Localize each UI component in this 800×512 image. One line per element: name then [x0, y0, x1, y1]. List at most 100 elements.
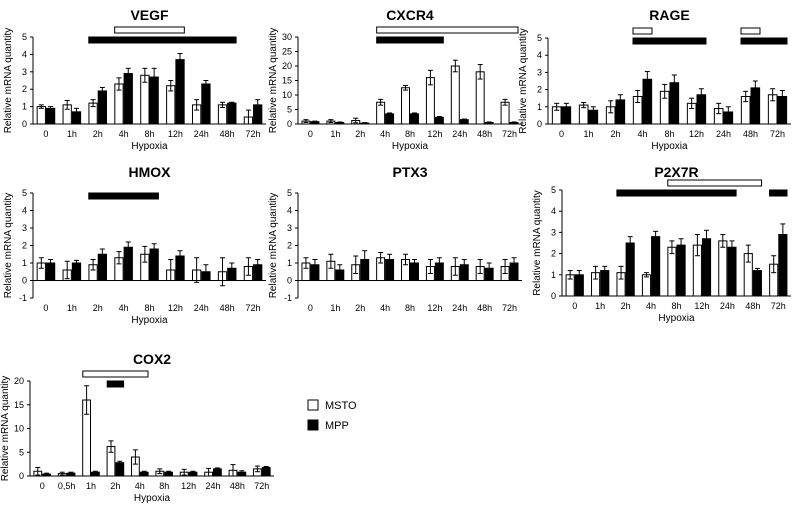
chart-ptx3-ytick-label: 2: [287, 241, 292, 251]
chart-hmox-category-label: 0: [43, 303, 48, 313]
chart-cox2-ytick-label: 0: [19, 471, 24, 481]
chart-p2x7r-category-label: 48h: [745, 301, 760, 311]
chart-vegf-ytick-label: 0: [22, 119, 27, 129]
legend-swatch-msto: [307, 399, 319, 411]
chart-cox2-category-label: 12h: [181, 481, 196, 491]
chart-cxcr4-ytick-label: 30: [282, 32, 292, 42]
chart-cox2-category-label: 2h: [110, 481, 120, 491]
chart-vegf-bar-mpp: [97, 90, 108, 125]
chart-cxcr4-category-label: 24h: [452, 129, 467, 139]
chart-ptx3-category-label: 4h: [380, 303, 390, 313]
chart-ptx3-category-label: 0: [308, 303, 313, 313]
chart-vegf-bar-mpp: [45, 107, 56, 125]
chart-p2x7r-ytick-label: 3: [551, 227, 556, 237]
chart-vegf: VEGF 0 1 2 3 4 5 Relative mRNA quantity 0 1h 2h 4h 8…: [3, 7, 266, 152]
chart-p2x7r-category-label: 72h: [771, 301, 786, 311]
chart-cox2-category-label: 0: [40, 481, 45, 491]
chart-vegf-category-label: 2h: [93, 129, 103, 139]
chart-vegf-category-label: 12h: [168, 129, 183, 139]
chart-p2x7r-bar-mpp: [651, 236, 661, 297]
chart-vegf-significance-bar-mpp: [88, 36, 237, 44]
chart-vegf-ytick-label: 5: [22, 32, 27, 42]
chart-cxcr4-ytick-label: 15: [282, 76, 292, 86]
chart-vegf-category-label: 48h: [220, 129, 235, 139]
chart-ptx3-category-label: 1h: [330, 303, 340, 313]
chart-cox2-title: COX2: [133, 351, 171, 367]
chart-cxcr4-category-label: 0: [308, 129, 313, 139]
chart-rage-category-label: 8h: [664, 129, 674, 139]
chart-p2x7r-bar-mpp: [727, 246, 737, 297]
chart-cxcr4-category-label: 12h: [427, 129, 442, 139]
chart-vegf-ytick-label: 3: [22, 67, 27, 77]
chart-rage-category-label: 12h: [689, 129, 704, 139]
legend-swatch-mpp: [307, 419, 319, 431]
chart-cxcr4-category-label: 1h: [330, 129, 340, 139]
chart-rage-category-label: 0: [559, 129, 564, 139]
chart-ptx3-category-label: 8h: [405, 303, 415, 313]
chart-rage-category-label: 4h: [637, 129, 647, 139]
chart-p2x7r-category-label: 8h: [671, 301, 681, 311]
chart-hmox-category-label: 2h: [93, 303, 103, 313]
chart-hmox-ytick-label: 2: [22, 241, 27, 251]
chart-vegf-category-label: 4h: [119, 129, 129, 139]
chart-cox2-xlabel: Hypoxia: [134, 493, 171, 504]
chart-cxcr4-title: CXCR4: [386, 7, 434, 23]
chart-cox2-ytick-label: 10: [14, 424, 24, 434]
chart-hmox-ytick-label: 3: [22, 223, 27, 233]
chart-vegf-category-label: 24h: [194, 129, 209, 139]
chart-p2x7r: P2X7R 0 1 2 3 4 5 Relative mRNA quantity 0 1h 2h 4h…: [532, 164, 791, 324]
chart-cxcr4-bar-mpp: [385, 113, 395, 125]
chart-rage-category-label: 48h: [743, 129, 758, 139]
chart-cxcr4-ylabel: Relative mRNA quantity: [268, 28, 279, 134]
chart-vegf-ytick-label: 4: [22, 49, 27, 59]
chart-cox2-category-label: 8h: [159, 481, 169, 491]
chart-p2x7r-bar-mpp: [752, 270, 762, 297]
chart-p2x7r-significance-bar-msto: [667, 179, 763, 187]
chart-cox2-bar-mpp: [115, 462, 125, 477]
chart-p2x7r-ytick-label: 5: [551, 185, 556, 195]
chart-cox2-category-label: 0,5h: [58, 481, 76, 491]
chart-cxcr4-xlabel: Hypoxia: [392, 141, 429, 152]
chart-cxcr4-category-label: 48h: [477, 129, 492, 139]
chart-p2x7r-bar-msto: [667, 246, 677, 297]
chart-rage-title: RAGE: [649, 7, 689, 23]
chart-hmox-category-label: 48h: [220, 303, 235, 313]
chart-cxcr4-significance-bar-mpp: [376, 36, 444, 44]
chart-vegf-category-label: 72h: [246, 129, 261, 139]
chart-ptx3-category-label: 72h: [502, 303, 517, 313]
chart-cxcr4-bar-msto: [401, 87, 410, 125]
chart-cxcr4-category-label: 8h: [405, 129, 415, 139]
chart-p2x7r-category-label: 2h: [621, 301, 631, 311]
chart-cxcr4-ytick-label: 10: [282, 90, 292, 100]
chart-cxcr4-bar-msto: [450, 65, 460, 125]
chart-rage-ytick-label: 3: [537, 67, 542, 77]
chart-hmox: HMOX -1 0 1 2 3 4 5 Relative mRNA quantity 0 1h 2h 4…: [3, 164, 266, 326]
chart-cox2-ytick-label: 5: [19, 447, 24, 457]
chart-p2x7r-ytick-label: 4: [551, 206, 556, 216]
chart-p2x7r-ytick-label: 1: [551, 270, 556, 280]
chart-vegf-category-label: 8h: [144, 129, 154, 139]
chart-cxcr4-ytick-label: 20: [282, 61, 292, 71]
chart-hmox-category-label: 24h: [194, 303, 209, 313]
chart-ptx3-category-label: 12h: [427, 303, 442, 313]
chart-ptx3-ytick-label: 4: [287, 206, 292, 216]
chart-hmox-ytick-label: 4: [22, 206, 27, 216]
chart-hmox-category-label: 8h: [144, 303, 154, 313]
chart-p2x7r-ytick-label: 2: [551, 249, 556, 259]
chart-cox2-category-label: 24h: [205, 481, 220, 491]
chart-hmox-ytick-label: -1: [19, 293, 27, 303]
chart-hmox-category-label: 72h: [246, 303, 261, 313]
chart-p2x7r-ylabel: Relative mRNA quantity: [532, 190, 543, 296]
chart-ptx3-ytick-label: -1: [284, 293, 292, 303]
chart-p2x7r-title: P2X7R: [654, 164, 698, 180]
chart-cxcr4-category-label: 4h: [380, 129, 390, 139]
chart-rage-ylabel: Relative mRNA quantity: [518, 28, 529, 134]
chart-vegf-ylabel: Relative mRNA quantity: [3, 28, 14, 134]
chart-rage-category-label: 1h: [583, 129, 593, 139]
chart-p2x7r-category-label: 12h: [694, 301, 709, 311]
chart-p2x7r-category-label: 0: [572, 301, 577, 311]
chart-cxcr4-category-label: 2h: [355, 129, 365, 139]
